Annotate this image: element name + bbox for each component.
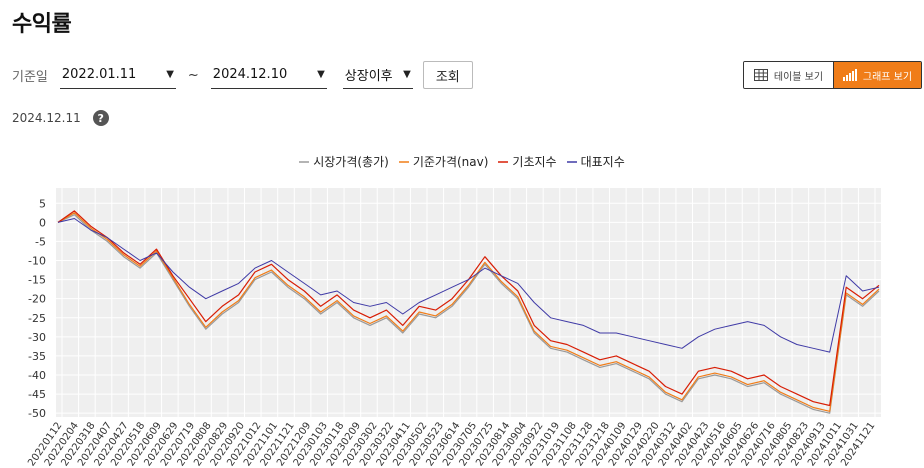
legend-label: 시장가격(총가)	[313, 155, 389, 169]
legend-label: 기초지수	[512, 155, 557, 169]
legend-marker	[299, 160, 310, 163]
legend-item-base-index[interactable]: 기초지수	[498, 153, 557, 170]
view-toggle: 테이블 보기 그래프 보기	[743, 61, 922, 89]
start-date-select[interactable]: 2022.01.11 ▼	[59, 61, 176, 89]
start-date-value: 2022.01.11	[61, 67, 137, 82]
table-icon	[753, 69, 768, 81]
y-tick-label: -5	[35, 235, 46, 248]
graph-view-button[interactable]: 그래프 보기	[833, 62, 921, 88]
y-tick-label: -50	[28, 407, 46, 420]
end-date-value: 2024.12.10	[212, 67, 288, 82]
page-title: 수익률	[12, 12, 72, 37]
table-view-label: 테이블 보기	[773, 71, 824, 83]
chevron-down-icon: ▼	[403, 69, 411, 80]
chevron-down-icon: ▼	[166, 69, 174, 80]
legend-label: 기준가격(nav)	[412, 155, 489, 169]
table-view-button[interactable]: 테이블 보기	[744, 62, 833, 88]
returns-line-chart: 50-5-10-15-20-25-30-35-40-45-50202201122…	[26, 188, 881, 468]
reference-date-label: 기준일	[12, 69, 48, 85]
legend-marker	[498, 160, 509, 163]
as-of-date: 2024.12.11 ?	[12, 110, 109, 126]
date-range-separator: ~	[187, 67, 199, 83]
y-tick-label: 0	[39, 216, 46, 229]
filter-bar: 기준일 2022.01.11 ▼ ~ 2024.12.10 ▼ 상장이후 ▼ 조…	[12, 60, 473, 90]
bar-chart-icon	[842, 69, 857, 81]
y-tick-label: -30	[28, 331, 46, 344]
period-value: 상장이후	[344, 69, 393, 84]
y-tick-label: -25	[28, 312, 46, 325]
y-tick-label: -35	[28, 350, 46, 363]
query-button[interactable]: 조회	[422, 61, 473, 89]
y-tick-label: -45	[28, 388, 46, 401]
legend-marker	[398, 160, 409, 163]
legend-label: 대표지수	[580, 155, 625, 169]
period-select[interactable]: 상장이후 ▼	[342, 61, 413, 89]
legend-item-representative-index[interactable]: 대표지수	[566, 153, 625, 170]
as-of-date-value: 2024.12.11	[12, 111, 81, 125]
end-date-select[interactable]: 2024.12.10 ▼	[210, 61, 327, 89]
y-tick-label: -10	[28, 255, 46, 268]
chevron-down-icon: ▼	[317, 69, 325, 80]
series-line-3	[57, 218, 880, 353]
chart-legend: 시장가격(총가) 기준가격(nav) 기초지수 대표지수	[0, 153, 924, 170]
y-tick-label: 5	[39, 197, 46, 210]
series-line-0	[57, 214, 880, 414]
legend-item-market-price[interactable]: 시장가격(총가)	[299, 153, 389, 170]
plot-area	[56, 188, 881, 417]
series-line-1	[57, 212, 880, 412]
legend-marker	[566, 160, 577, 163]
help-icon[interactable]: ?	[92, 110, 109, 126]
y-tick-label: -40	[28, 369, 46, 382]
y-tick-label: -15	[28, 274, 46, 287]
legend-item-nav[interactable]: 기준가격(nav)	[398, 153, 489, 170]
graph-view-label: 그래프 보기	[862, 71, 913, 83]
y-tick-label: -20	[28, 293, 46, 306]
